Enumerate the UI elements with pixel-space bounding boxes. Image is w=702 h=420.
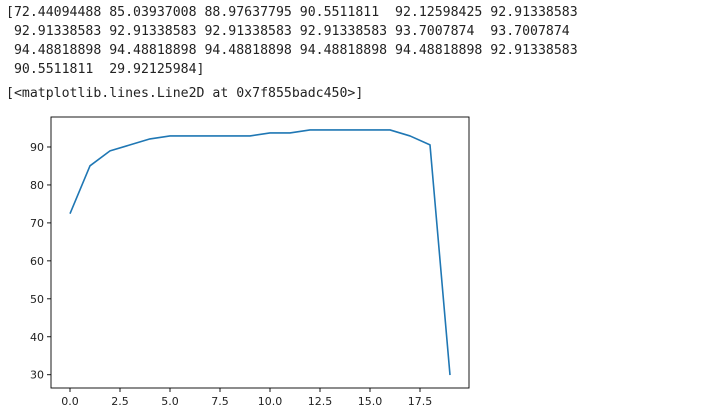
x-tick-label: 0.0 xyxy=(61,395,79,408)
array-output-line-1: [72.44094488 85.03937008 88.97637795 90.… xyxy=(6,5,578,20)
line2d-repr-output: [<matplotlib.lines.Line2D at 0x7f855badc… xyxy=(6,86,364,101)
plot-frame xyxy=(50,116,470,389)
x-tick-label: 2.5 xyxy=(111,395,129,408)
x-tick-label: 5.0 xyxy=(161,395,179,408)
x-tick-label: 17.5 xyxy=(408,395,433,408)
array-output-line-4: 90.5511811 29.92125984] xyxy=(6,62,205,77)
array-output-line-2: 92.91338583 92.91338583 92.91338583 92.9… xyxy=(6,24,570,39)
y-tick-label: 90 xyxy=(30,141,44,154)
y-tick-label: 30 xyxy=(30,369,44,382)
x-tick-label: 12.5 xyxy=(308,395,333,408)
x-tick-label: 10.0 xyxy=(258,395,283,408)
y-tick-label: 50 xyxy=(30,293,44,306)
array-output-line-3: 94.48818898 94.48818898 94.48818898 94.4… xyxy=(6,43,578,58)
x-tick-label: 15.0 xyxy=(358,395,383,408)
x-tick-label: 7.5 xyxy=(211,395,229,408)
y-tick-label: 70 xyxy=(30,217,44,230)
y-tick-label: 40 xyxy=(30,331,44,344)
series-line-0 xyxy=(69,129,451,376)
y-tick-label: 60 xyxy=(30,255,44,268)
y-tick-label: 80 xyxy=(30,179,44,192)
